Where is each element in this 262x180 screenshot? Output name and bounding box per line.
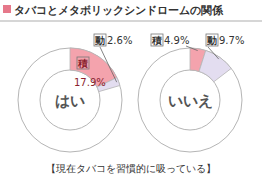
donut (18, 48, 122, 152)
label-box (206, 34, 218, 46)
label-box (77, 57, 89, 69)
leader-line (100, 47, 117, 82)
series-name: 積 (151, 35, 162, 46)
leader-line (186, 46, 198, 51)
leader-line (208, 47, 219, 59)
title-icon (3, 5, 11, 13)
ring-outer (18, 48, 122, 152)
ring-outer (138, 48, 242, 152)
category-label: はい (55, 92, 85, 110)
data-label: 2.6% (107, 35, 132, 46)
data-label: 17.9% (74, 77, 106, 88)
annotation: 【現在タバコを習慣的に吸っている】 (46, 163, 216, 174)
chart: タバコとメタボリックシンドロームの関係積17.9%動2.6%はい積4.9%動9.… (0, 0, 262, 180)
donut (138, 48, 242, 152)
label-box (94, 34, 106, 46)
chart-container: タバコとメタボリックシンドロームの関係積17.9%動2.6%はい積4.9%動9.… (0, 0, 262, 180)
title: タバコとメタボリックシンドロームの関係 (14, 4, 224, 17)
category-label: いいえ (168, 92, 213, 110)
data-label: 4.9% (164, 35, 189, 46)
data-label: 9.7% (219, 35, 244, 46)
series-name: 動 (94, 35, 105, 46)
title-rule (0, 20, 262, 22)
label-box (151, 34, 163, 46)
series-name: 動 (206, 35, 217, 46)
series-name: 積 (77, 58, 88, 69)
